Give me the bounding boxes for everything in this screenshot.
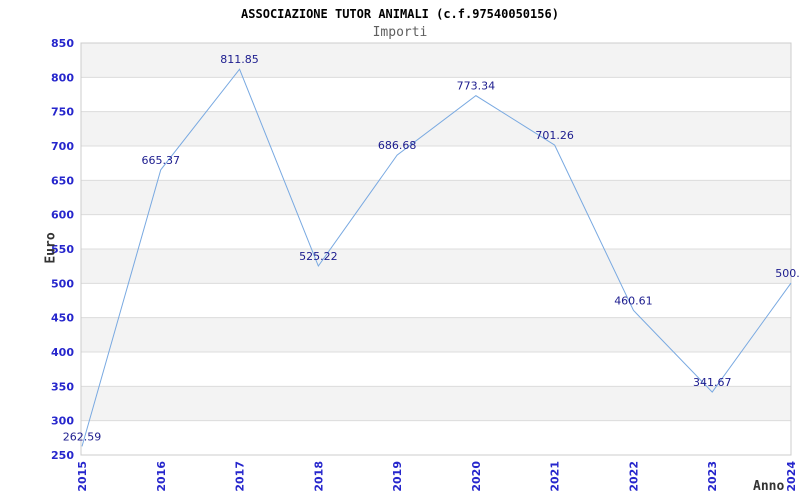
y-tick-label: 550	[51, 243, 74, 256]
y-tick-label: 750	[51, 106, 74, 119]
chart-subtitle: Importi	[372, 25, 428, 40]
point-label: 500.4	[775, 267, 800, 280]
y-tick-label: 800	[51, 71, 74, 84]
y-tick-label: 250	[51, 449, 74, 462]
data-line	[81, 68, 792, 447]
plot-band	[81, 386, 791, 421]
y-tick-label: 600	[51, 209, 74, 222]
x-tick-label: 2022	[627, 461, 640, 492]
point-label: 701.26	[535, 129, 574, 142]
y-tick-label: 700	[51, 140, 74, 153]
x-tick-label: 2019	[391, 461, 404, 492]
y-tick-label: 850	[51, 37, 74, 50]
x-tick-label: 2023	[706, 461, 719, 492]
point-label: 686.68	[378, 139, 417, 152]
plot-band	[81, 249, 791, 284]
y-tick-label: 450	[51, 312, 74, 325]
point-label: 460.61	[614, 294, 653, 307]
x-tick-label: 2020	[470, 461, 483, 492]
plot-band	[81, 317, 791, 352]
y-axis-title: Euro	[43, 232, 59, 264]
x-axis-title: Anno	[753, 479, 785, 494]
y-tick-label: 500	[51, 277, 74, 290]
y-tick-label: 400	[51, 346, 74, 359]
point-label: 665.37	[142, 154, 181, 167]
point-label: 262.59	[63, 430, 102, 443]
x-tick-label: 2021	[549, 461, 562, 492]
chart-title: ASSOCIAZIONE TUTOR ANIMALI (c.f.97540050…	[241, 7, 559, 21]
plot-band	[81, 180, 791, 215]
x-tick-label: 2016	[155, 461, 168, 492]
point-label: 811.85	[220, 53, 259, 66]
y-tick-label: 650	[51, 174, 74, 187]
y-tick-label: 350	[51, 380, 74, 393]
plot-band	[81, 111, 791, 146]
x-tick-label: 2018	[312, 461, 325, 492]
point-label: 525.22	[299, 250, 338, 263]
x-tick-label: 2017	[234, 461, 247, 492]
point-label: 773.34	[457, 80, 496, 93]
point-label: 341.67	[693, 376, 732, 389]
plot-band	[81, 43, 791, 78]
x-tick-label: 2015	[76, 461, 89, 492]
y-tick-label: 300	[51, 415, 74, 428]
x-tick-label: 2024	[785, 461, 798, 492]
plot-border	[80, 42, 792, 456]
